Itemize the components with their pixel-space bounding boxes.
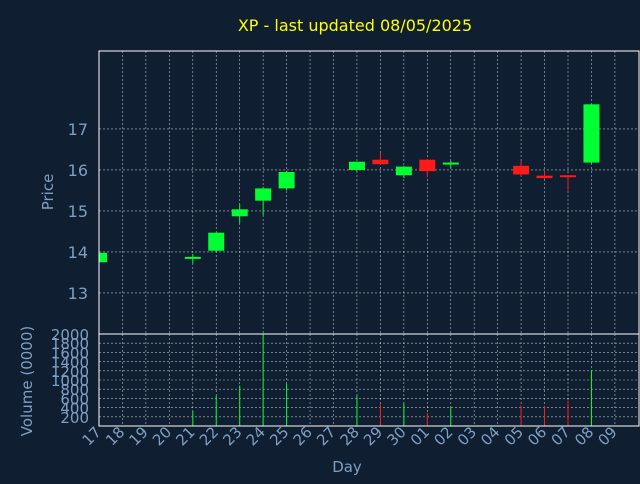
candle-22 — [208, 232, 225, 252]
candle-body — [231, 209, 248, 217]
candle-21 — [184, 254, 201, 264]
volume-bars — [192, 334, 592, 426]
candle-body — [395, 166, 412, 176]
volume-tick-label: 1000 — [51, 372, 89, 390]
candle-body — [419, 159, 436, 172]
volume-tick-label: 200 — [60, 409, 89, 427]
candle-05 — [513, 160, 530, 177]
candle-body — [442, 162, 459, 165]
volume-tick-label: 800 — [60, 381, 89, 399]
price-tick-label: 14 — [68, 243, 88, 262]
chart-title: XP - last updated 08/05/2025 — [238, 16, 472, 35]
candle-body — [184, 256, 201, 259]
candle-body — [255, 188, 272, 201]
candle-08 — [583, 104, 600, 164]
candle-24 — [255, 186, 272, 216]
candle-30 — [395, 165, 412, 179]
volume-axis-label: Volume (0000) — [18, 326, 36, 436]
candle-body — [348, 161, 365, 170]
candle-body — [208, 232, 225, 251]
candle-01 — [419, 158, 436, 178]
candle-body — [513, 165, 530, 175]
price-tick-label: 13 — [68, 284, 88, 303]
candle-body — [278, 171, 295, 189]
volume-grid — [99, 333, 639, 426]
volume-tick-label: 1200 — [51, 363, 89, 381]
candle-body — [99, 252, 107, 263]
x-ticks: 1718192021222324252627282930010203040506… — [79, 423, 621, 449]
candle-body — [560, 175, 576, 178]
volume-tick-label: 1800 — [51, 335, 89, 353]
volume-tick-label: 1600 — [51, 344, 89, 362]
candle-07 — [560, 174, 576, 191]
x-axis-label: Day — [332, 458, 362, 476]
volume-tick-label: 1400 — [51, 354, 89, 372]
candle-23 — [231, 203, 248, 224]
price-y-ticks: 13 14 15 16 17 — [68, 120, 88, 303]
volume-tick-label: 2000 — [51, 326, 89, 344]
candle-06 — [536, 170, 553, 179]
volume-panel-frame — [98, 333, 640, 427]
price-tick-label: 15 — [68, 202, 88, 221]
price-tick-label: 17 — [68, 120, 88, 139]
volume-tick-label: 400 — [60, 400, 89, 418]
candle-02 — [442, 160, 459, 169]
candle-25 — [278, 170, 295, 191]
candle-body — [372, 159, 389, 165]
candle-29 — [372, 152, 389, 166]
price-tick-label: 16 — [68, 161, 88, 180]
volume-tick-label: 600 — [60, 390, 89, 408]
candle-body — [536, 175, 553, 179]
price-axis-label: Price — [39, 174, 57, 211]
price-candles — [98, 104, 600, 265]
candle-28 — [348, 161, 365, 172]
candle-body — [583, 104, 600, 163]
